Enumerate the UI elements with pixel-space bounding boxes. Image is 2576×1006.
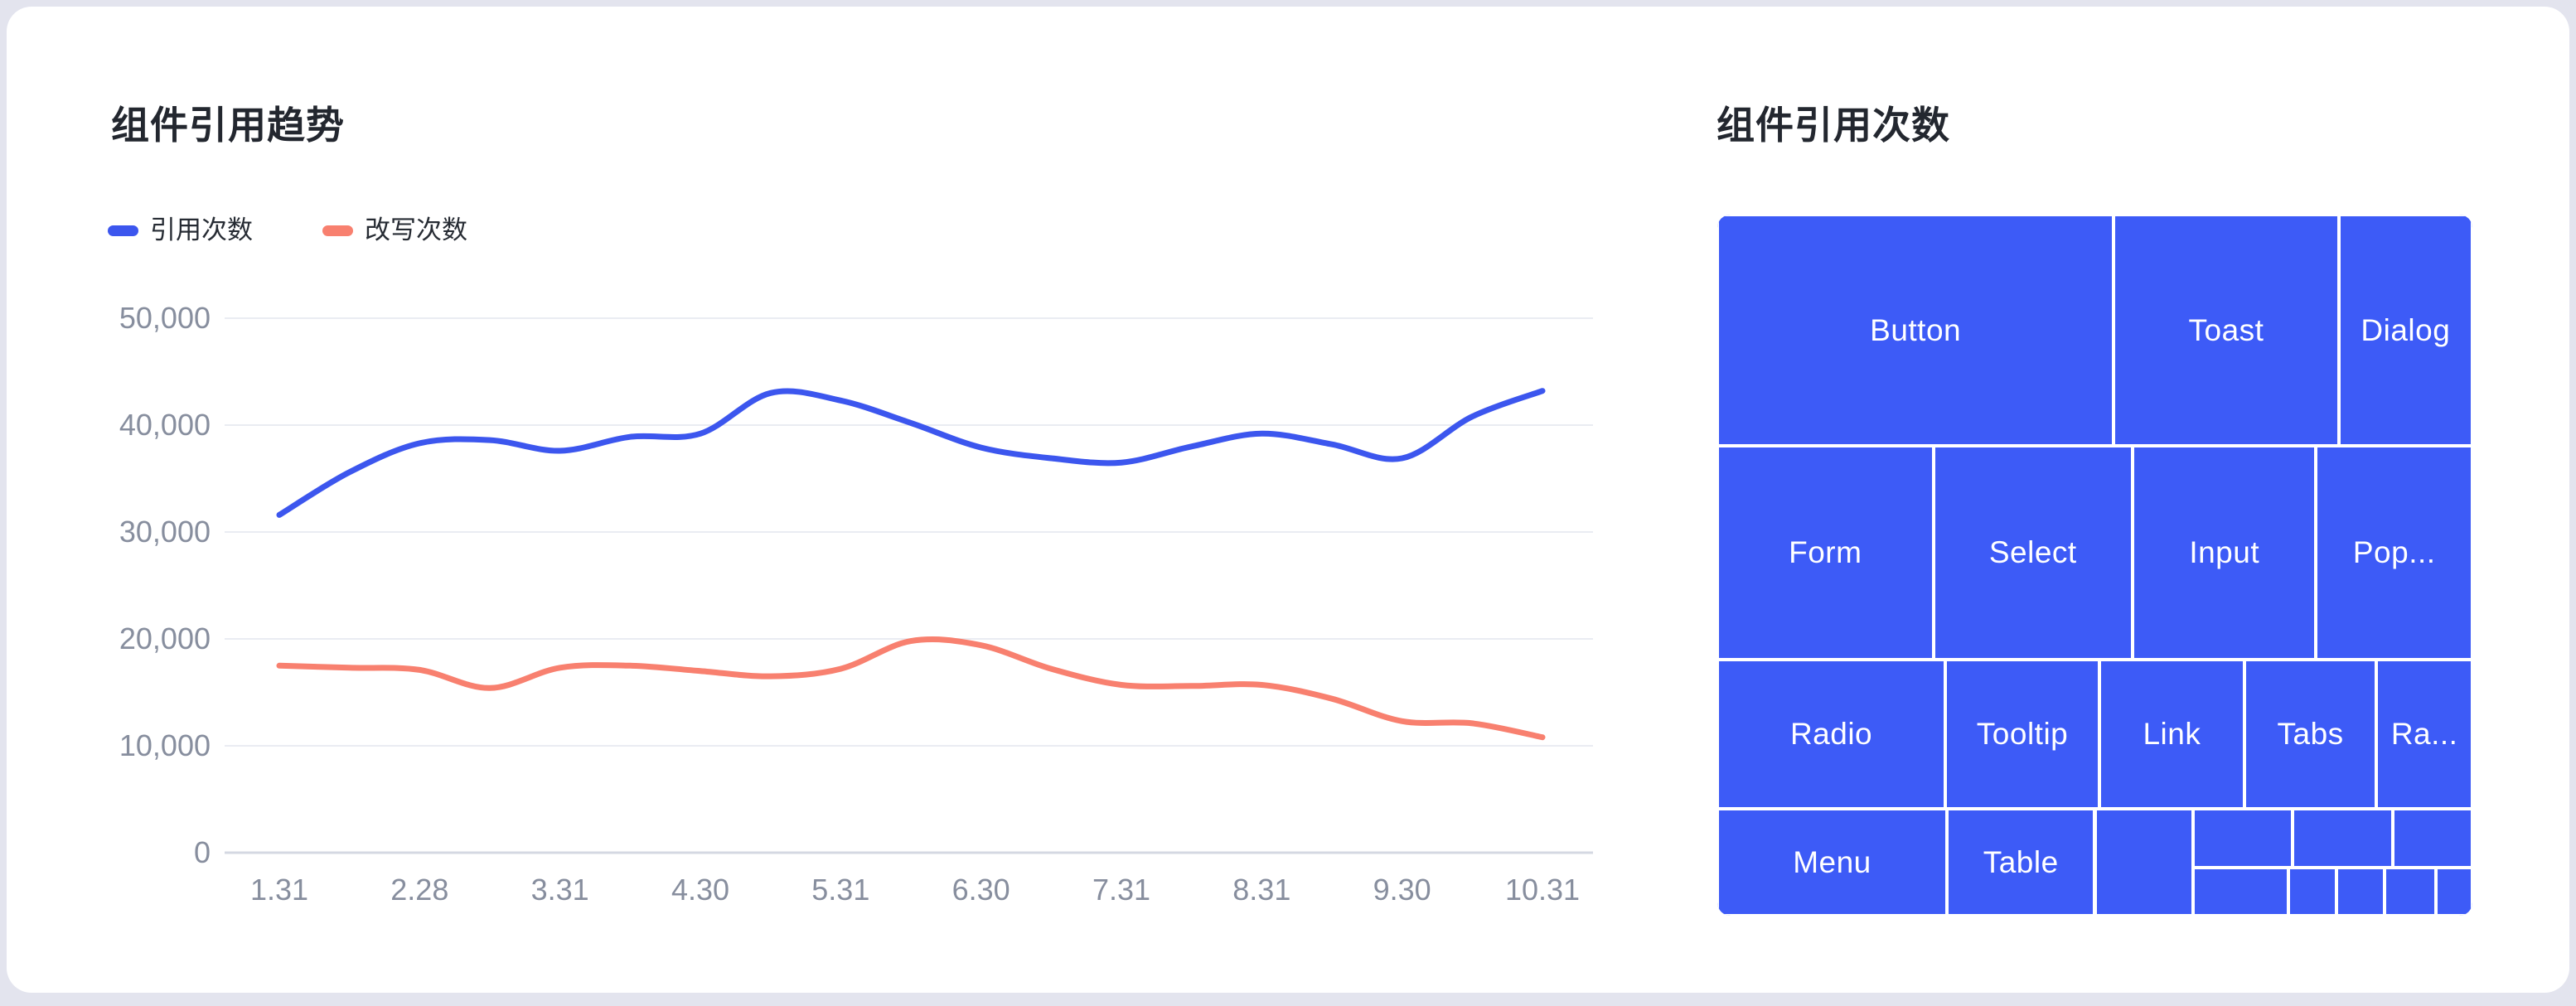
treemap-cell-tabs[interactable]: Tabs [2244,660,2377,810]
treemap-cell-label: Input [2189,535,2260,570]
trend-chart-title: 组件引用趋势 [111,104,345,147]
legend-item-references[interactable]: 引用次数 [108,215,253,245]
x-axis-tick: 6.30 [951,873,1010,907]
treemap-cell-label: Toast [2188,312,2264,347]
treemap-cell-tooltip[interactable]: Tooltip [1945,660,2099,810]
y-axis-tick: 10,000 [119,728,211,762]
treemap-cell-label: Tabs [2277,717,2344,752]
series-line-rewrites [276,636,1546,741]
x-axis-tick: 2.28 [390,873,449,907]
x-axis-tick: 8.31 [1232,873,1291,907]
treemap-cell-label: Ra... [2390,717,2458,752]
dashboard-card: 组件引用趋势 引用次数 改写次数 0 10,000 20,000 30,000 40,0… [7,7,2569,993]
treemap-cell-small[interactable] [2336,868,2385,916]
treemap-cell-label: Table [1983,844,2059,879]
treemap-cell-label: Button [1870,312,1962,347]
x-axis-tick: 10.31 [1504,873,1581,907]
treemap-chart-title: 组件引用次数 [1717,104,1950,147]
legend-label-references: 引用次数 [150,215,253,244]
x-axis-tick: 5.31 [811,873,870,907]
treemap-cell-small[interactable] [2192,868,2288,916]
treemap-cell-pop[interactable]: Pop... [2316,446,2472,660]
y-axis-tick: 50,000 [119,301,211,335]
treemap-cell-form[interactable]: Form [1717,446,1934,660]
y-axis-tick: 0 [193,835,211,869]
x-axis-tick: 9.30 [1373,873,1431,907]
treemap-cell-label: Pop... [2352,535,2436,570]
treemap-cell-small[interactable] [2436,868,2472,916]
treemap-cell-menu[interactable]: Menu [1717,809,1947,916]
legend-item-rewrites[interactable]: 改写次数 [322,215,467,245]
treemap-cell-toast[interactable]: Toast [2114,215,2339,447]
x-axis-tick: 4.30 [671,873,730,907]
treemap-cell-label: Select [1988,535,2077,570]
treemap-cell-small[interactable] [2288,868,2336,916]
legend-label-rewrites: 改写次数 [365,215,467,244]
treemap-cell-small[interactable] [2293,809,2394,868]
x-axis-tick: 3.31 [530,873,589,907]
y-axis-tick: 20,000 [119,621,211,655]
x-axis-tick: 7.31 [1092,873,1151,907]
treemap-cell-small[interactable] [2192,809,2293,868]
treemap-cell-small[interactable] [2094,809,2193,916]
legend-swatch-rewrites [322,225,353,236]
treemap-cell-table[interactable]: Table [1946,809,2095,916]
treemap-cell-label: Link [2143,717,2201,752]
legend-swatch-references [108,225,138,236]
treemap-cell-radio[interactable]: Radio [1717,660,1946,810]
treemap-cell-small[interactable] [2385,868,2437,916]
y-axis-tick: 40,000 [119,408,211,442]
treemap-cell-label: Menu [1793,844,1871,879]
treemap-cell-label: Radio [1789,717,1873,752]
treemap-cell-small[interactable] [2393,809,2472,868]
component-usage-treemap: Button Toast Dialog Form Select Input Pop... Ra… [1717,215,2472,916]
series-line-references [276,388,1546,518]
treemap-cell-select[interactable]: Select [1933,446,2133,660]
treemap-cell-ra[interactable]: Ra... [2376,660,2472,810]
treemap-cell-label: Dialog [2361,312,2451,347]
treemap-cell-link[interactable]: Link [2099,660,2244,810]
treemap-cell-input[interactable]: Input [2133,446,2317,660]
treemap-cell-label: Tooltip [1976,717,2069,752]
treemap-cell-button[interactable]: Button [1717,215,2114,447]
treemap-cell-dialog[interactable]: Dialog [2338,215,2472,447]
trend-chart-legend: 引用次数 改写次数 [108,215,467,245]
treemap-cell-label: Form [1789,535,1862,570]
x-axis-tick: 1.31 [249,873,309,907]
y-axis-tick: 30,000 [119,515,211,549]
